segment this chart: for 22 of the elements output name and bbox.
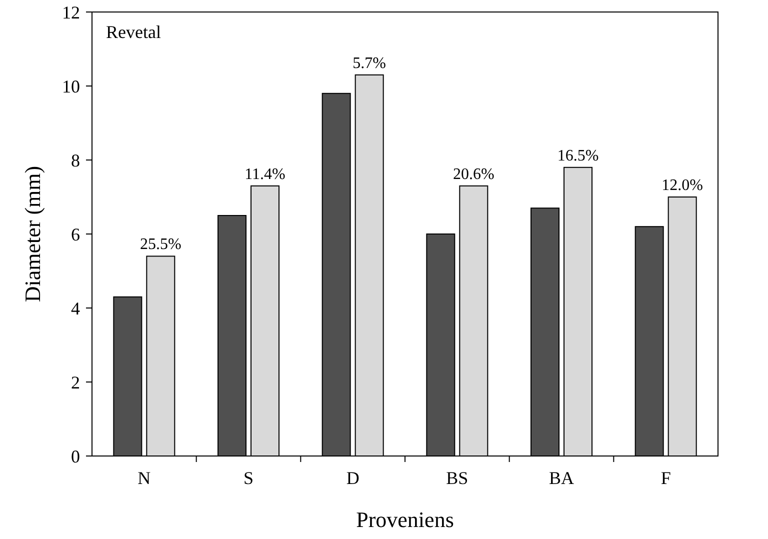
y-tick-label: 12 xyxy=(62,2,80,22)
y-tick-label: 4 xyxy=(71,298,80,318)
x-tick-label: BS xyxy=(446,468,468,488)
annotation: Revetal xyxy=(106,22,161,42)
y-axis-title: Diameter (mm) xyxy=(20,166,45,302)
annotation: 20.6% xyxy=(453,166,494,183)
x-tick-label: BA xyxy=(548,468,574,488)
y-tick-label: 10 xyxy=(62,76,80,96)
y-tick-label: 2 xyxy=(71,372,80,392)
annotation: 25.5% xyxy=(140,236,182,254)
y-tick-label: 8 xyxy=(71,150,80,170)
x-tick-label: S xyxy=(243,468,254,488)
y-tick-label: 0 xyxy=(71,446,80,466)
annotation: 12.0% xyxy=(662,177,703,194)
y-tick-label: 6 xyxy=(71,224,80,244)
x-tick-label: N xyxy=(138,468,151,488)
x-axis-title: Proveniens xyxy=(356,507,454,532)
annotation: 5.7% xyxy=(352,54,386,72)
annotation: 11.4% xyxy=(244,166,286,183)
x-tick-label: D xyxy=(346,468,360,488)
x-tick-label: F xyxy=(660,468,671,488)
annotation: 16.5% xyxy=(557,147,599,164)
